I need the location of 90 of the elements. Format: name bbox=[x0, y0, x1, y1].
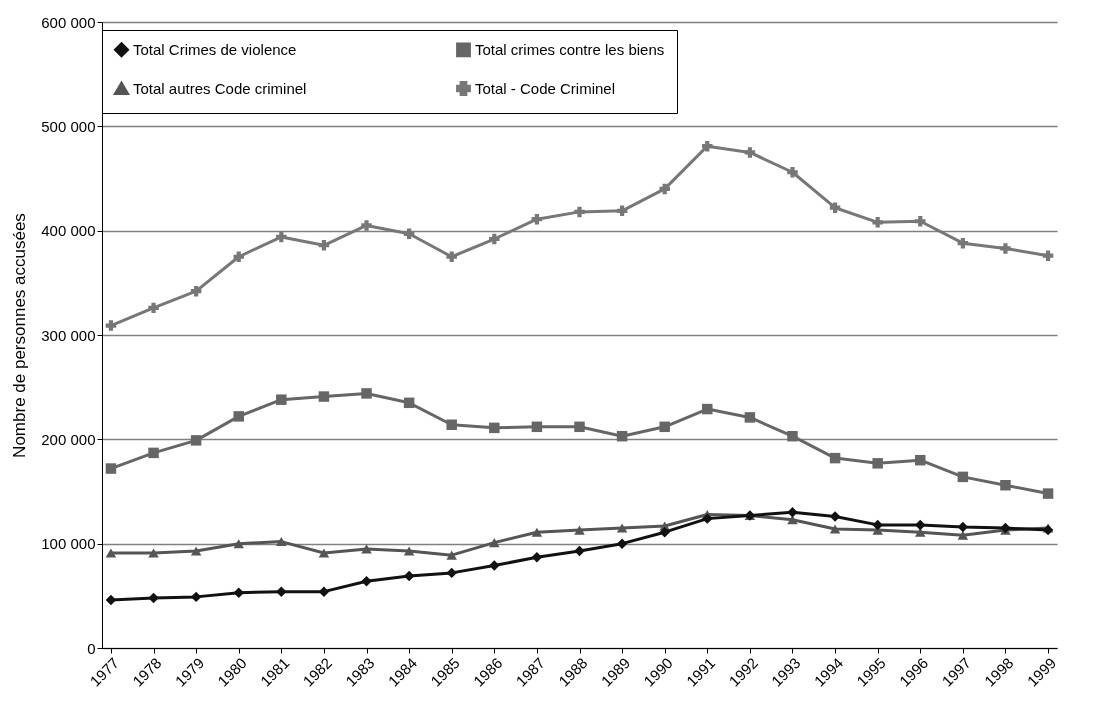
legend-label: Total autres Code criminel bbox=[133, 79, 307, 97]
y-axis-title: Nombre de personnes accusées bbox=[10, 213, 30, 458]
point bbox=[446, 567, 457, 579]
point bbox=[829, 202, 841, 213]
point bbox=[361, 575, 372, 587]
point bbox=[148, 592, 159, 604]
point bbox=[659, 526, 670, 538]
point bbox=[574, 545, 585, 557]
point bbox=[531, 527, 543, 537]
legend-label: Total - Code Criminel bbox=[475, 79, 616, 97]
point bbox=[616, 538, 628, 549]
y-tick-label: 500 000 bbox=[41, 117, 96, 135]
point bbox=[787, 507, 798, 518]
point bbox=[489, 538, 500, 548]
point bbox=[616, 523, 628, 533]
point bbox=[489, 422, 500, 434]
point bbox=[1000, 243, 1011, 254]
point bbox=[190, 285, 202, 297]
point bbox=[446, 419, 457, 430]
point bbox=[787, 430, 798, 442]
point bbox=[318, 586, 330, 597]
point bbox=[318, 391, 330, 402]
point bbox=[489, 233, 500, 245]
point bbox=[233, 251, 244, 262]
y-tick-label: 0 bbox=[87, 639, 96, 657]
point bbox=[531, 213, 543, 225]
point bbox=[233, 411, 244, 422]
point bbox=[361, 544, 372, 554]
point bbox=[659, 183, 670, 195]
point bbox=[702, 513, 713, 524]
point bbox=[403, 546, 415, 556]
y-tick-label: 300 000 bbox=[41, 326, 96, 344]
point bbox=[1042, 488, 1054, 499]
point bbox=[276, 537, 287, 547]
point bbox=[1000, 480, 1011, 491]
point bbox=[915, 519, 926, 531]
point bbox=[190, 546, 202, 556]
point bbox=[744, 412, 756, 423]
y-tick-label: 100 000 bbox=[41, 535, 96, 553]
point bbox=[872, 217, 883, 228]
point bbox=[872, 519, 883, 531]
point bbox=[318, 548, 330, 558]
point bbox=[489, 560, 500, 571]
y-tick-label: 600 000 bbox=[41, 13, 96, 31]
point bbox=[702, 140, 713, 152]
point bbox=[616, 205, 628, 217]
legend-label: Total crimes contre les biens bbox=[475, 40, 665, 58]
point bbox=[403, 397, 415, 409]
point bbox=[446, 251, 457, 262]
point bbox=[233, 587, 244, 598]
y-tick-label: 400 000 bbox=[41, 222, 96, 240]
point bbox=[957, 237, 969, 249]
point bbox=[616, 430, 628, 442]
point bbox=[446, 550, 457, 560]
point bbox=[105, 548, 117, 558]
point bbox=[574, 525, 585, 535]
point bbox=[915, 454, 926, 466]
y-tick-label: 200 000 bbox=[41, 430, 96, 448]
point bbox=[148, 302, 159, 314]
point bbox=[872, 458, 883, 469]
point bbox=[659, 421, 670, 433]
point bbox=[829, 511, 841, 522]
point bbox=[318, 240, 330, 251]
point bbox=[702, 403, 713, 415]
point bbox=[531, 421, 543, 433]
point bbox=[403, 570, 415, 582]
point bbox=[148, 548, 159, 558]
point bbox=[233, 539, 244, 549]
point bbox=[957, 530, 969, 540]
point bbox=[190, 435, 202, 446]
point bbox=[531, 551, 543, 563]
point bbox=[574, 421, 585, 433]
point bbox=[787, 167, 798, 178]
point bbox=[744, 147, 756, 158]
point bbox=[148, 447, 159, 459]
point bbox=[105, 320, 117, 331]
point bbox=[403, 228, 415, 240]
point bbox=[276, 394, 287, 405]
point bbox=[276, 231, 287, 243]
point bbox=[829, 452, 841, 464]
legend-label: Total Crimes de violence bbox=[133, 40, 297, 58]
point bbox=[361, 220, 372, 231]
point bbox=[1042, 250, 1054, 261]
point bbox=[574, 206, 585, 218]
point bbox=[957, 471, 969, 483]
point bbox=[829, 524, 841, 534]
point bbox=[105, 463, 117, 474]
point bbox=[915, 216, 926, 227]
point bbox=[276, 586, 287, 597]
point bbox=[361, 388, 372, 399]
